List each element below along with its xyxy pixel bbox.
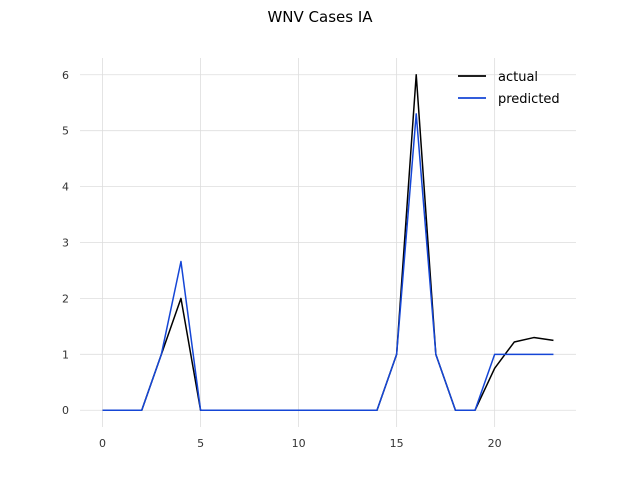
y-tick-label: 4	[62, 181, 69, 194]
x-tick-label: 15	[390, 437, 404, 450]
x-tick-label: 0	[99, 437, 106, 450]
y-tick-label: 1	[62, 348, 69, 361]
y-tick-label: 6	[62, 69, 69, 82]
tick-labels: 0 1 2 3 4 5 6 0 5 10 15 20	[62, 69, 502, 450]
y-tick-label: 0	[62, 404, 69, 417]
y-tick-label: 2	[62, 292, 69, 305]
y-tick-label: 5	[62, 125, 69, 138]
series-lines	[102, 74, 554, 411]
y-tick-label: 3	[62, 237, 69, 250]
legend-label-predicted: predicted	[498, 92, 560, 107]
legend: actual predicted	[458, 70, 560, 107]
x-tick-label: 5	[197, 437, 204, 450]
chart-title: WNV Cases IA	[267, 8, 373, 26]
x-tick-label: 20	[488, 437, 502, 450]
series-line-predicted	[102, 113, 554, 411]
x-tick-label: 10	[292, 437, 306, 450]
grid	[80, 58, 576, 427]
legend-label-actual: actual	[498, 70, 538, 85]
